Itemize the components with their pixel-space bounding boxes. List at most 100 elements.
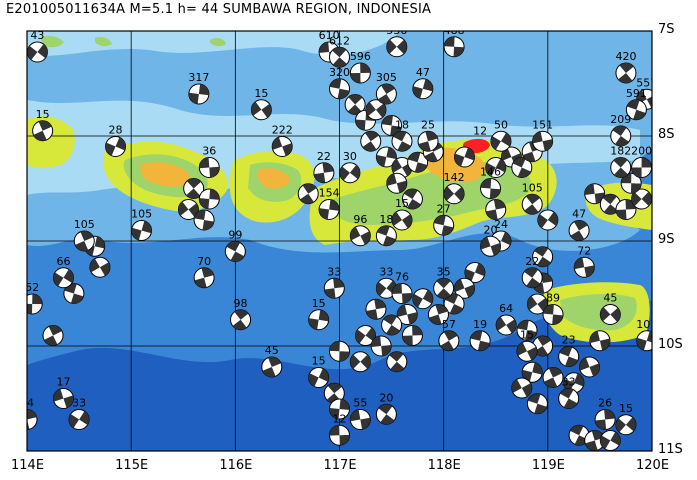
focal-mechanism: 64	[495, 302, 517, 336]
beachball-quadrant	[522, 151, 536, 162]
beachball-quadrant	[612, 125, 627, 136]
focal-mechanism	[344, 94, 366, 115]
beachball-quadrant	[435, 304, 448, 315]
focal-mechanism	[532, 335, 554, 357]
focal-mechanism: 222	[271, 124, 293, 157]
beachball-quadrant	[418, 141, 431, 152]
beachball-quadrant	[541, 272, 553, 283]
focal-mechanism: 488	[443, 31, 465, 58]
focal-mechanism: 26	[594, 397, 616, 430]
beachball-quadrant	[641, 157, 652, 168]
beachball-quadrant	[500, 231, 511, 246]
beachball-quadrant	[526, 277, 541, 288]
beachball-quadrant	[378, 404, 393, 415]
beachball-quadrant	[360, 354, 371, 369]
beachball-quadrant	[579, 357, 590, 371]
focal-mechanism	[396, 304, 418, 325]
beachball-quadrant	[350, 73, 361, 83]
focal-mechanism	[370, 335, 392, 357]
beachball-quadrant	[318, 368, 329, 382]
beachball-quadrant	[199, 198, 210, 209]
beachball-quadrant	[559, 346, 573, 357]
beachball-quadrant	[226, 241, 241, 252]
beachball-quadrant	[625, 199, 636, 210]
focal-mechanism	[511, 377, 533, 399]
focal-mechanism-depth-label: 70	[197, 255, 211, 268]
beachball-quadrant	[613, 167, 629, 178]
beachball-quadrant	[454, 186, 465, 202]
focal-mechanism: 47	[412, 66, 434, 100]
focal-mechanism-depth-label: 19	[473, 318, 487, 331]
focal-mechanism: 15	[308, 297, 330, 331]
focal-mechanism-depth-label: 12	[333, 412, 347, 425]
beachball-quadrant	[299, 193, 314, 204]
beachball-quadrant	[105, 142, 116, 156]
beachball-quadrant	[433, 215, 446, 226]
beachball-quadrant	[178, 201, 189, 216]
focal-mechanism: 612	[329, 34, 350, 68]
focal-mechanism-depth-label: 36	[202, 145, 216, 158]
focal-mechanism-depth-label: 22	[525, 255, 539, 268]
focal-mechanism: 12	[329, 412, 350, 446]
beachball-quadrant	[633, 109, 646, 120]
beachball-quadrant	[630, 183, 642, 194]
beachball-quadrant	[209, 189, 220, 200]
focal-mechanism-depth-label: 105	[522, 181, 543, 194]
beachball-quadrant	[412, 293, 423, 308]
focal-mechanism: 105	[73, 218, 95, 252]
focal-mechanism-depth-label: 66	[56, 255, 70, 268]
beachball-quadrant	[99, 262, 110, 276]
focal-mechanism-depth-label: 536	[386, 24, 407, 37]
beachball-quadrant	[548, 367, 563, 378]
beachball-quadrant	[443, 330, 458, 341]
focal-mechanism	[360, 130, 382, 152]
focal-mechanism	[454, 146, 475, 168]
focal-mechanism-depth-label: 15	[619, 402, 633, 415]
focal-mechanism	[631, 188, 652, 210]
beachball-quadrant	[392, 158, 402, 173]
focal-mechanism-depth-label: 57	[442, 318, 456, 331]
beachball-quadrant	[386, 173, 397, 186]
beachball-quadrant	[333, 278, 345, 289]
focal-mechanism: 22	[521, 255, 543, 289]
beachball-quadrant	[490, 136, 501, 150]
focal-mechanism-depth-label: 15	[395, 197, 409, 210]
beachball-quadrant	[573, 373, 584, 387]
focal-mechanism-depth-label: 105	[74, 218, 95, 231]
beachball-quadrant	[542, 139, 553, 152]
focal-mechanism	[542, 367, 564, 388]
focal-mechanism: 99	[224, 229, 246, 262]
beachball-quadrant	[360, 231, 371, 245]
beachball-quadrant	[402, 292, 412, 304]
beachball-quadrant	[425, 131, 438, 142]
focal-mechanism-depth-label: 28	[109, 124, 123, 137]
beachball-quadrant	[527, 393, 541, 404]
beachball-quadrant	[202, 220, 214, 230]
beachball-quadrant	[33, 130, 47, 141]
focal-mechanism: 320	[329, 66, 350, 100]
beachball-quadrant	[436, 288, 451, 299]
beachball-quadrant	[595, 419, 607, 430]
beachball-quadrant	[381, 115, 393, 126]
beachball-quadrant	[329, 78, 342, 89]
beachball-quadrant	[522, 369, 533, 382]
focal-mechanism-depth-label: 151	[532, 118, 553, 131]
focal-mechanism-depth-label: 154	[319, 187, 340, 200]
focal-mechanism: 420	[615, 50, 637, 84]
beachball-quadrant	[524, 267, 539, 278]
focal-mechanism: 146	[480, 166, 502, 199]
beachball-quadrant	[534, 403, 547, 414]
focal-mechanism-depth-label: 23	[562, 334, 576, 347]
beachball-quadrant	[386, 147, 397, 160]
focal-mechanism-depth-label: 222	[272, 124, 293, 137]
focal-mechanism: 182	[610, 145, 632, 178]
beachball-quadrant	[322, 162, 334, 173]
focal-mechanism	[427, 304, 449, 325]
beachball-quadrant	[470, 330, 483, 341]
focal-mechanism: 15	[308, 355, 330, 388]
focal-mechanism: 103	[636, 318, 652, 352]
beachball-quadrant	[63, 395, 74, 409]
beachball-quadrant	[543, 304, 554, 315]
beachball-quadrant	[329, 341, 340, 352]
